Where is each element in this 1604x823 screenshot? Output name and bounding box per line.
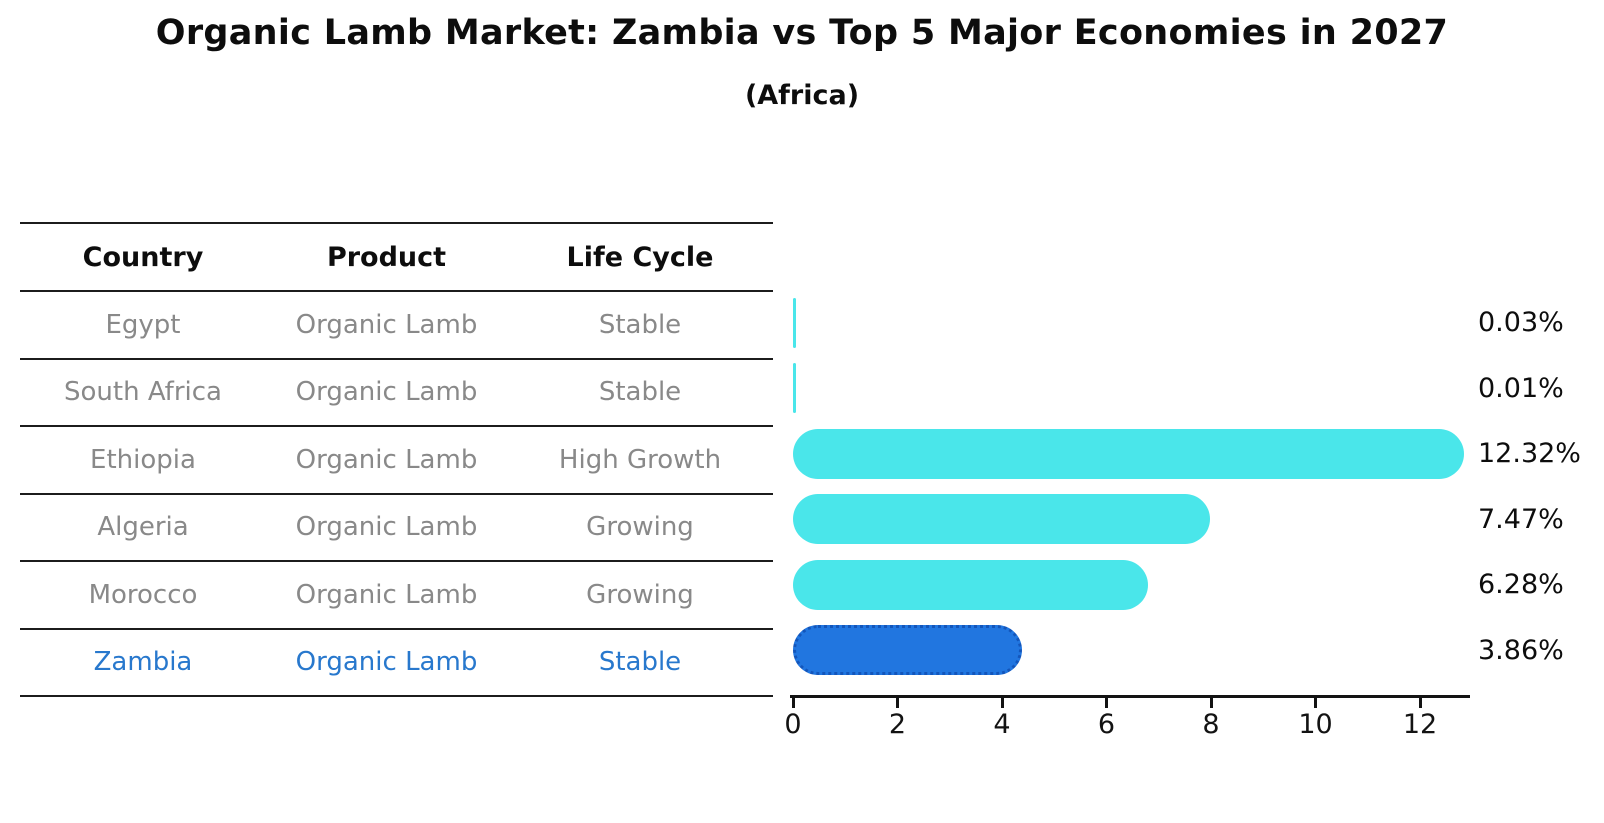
column-header-life-cycle: Life Cycle xyxy=(566,241,714,273)
bar xyxy=(793,559,1149,610)
cell-life-cycle: Growing xyxy=(586,512,694,543)
percent-label: 3.86% xyxy=(1478,634,1564,666)
percent-label: 7.47% xyxy=(1478,503,1564,535)
column-header-country: Country xyxy=(82,241,204,273)
bar xyxy=(793,363,796,414)
cell-product: Organic Lamb xyxy=(295,444,478,475)
cell-country: Zambia xyxy=(93,647,193,678)
table-row: Zambia Organic Lamb Stable xyxy=(20,630,773,697)
cell-product: Organic Lamb xyxy=(295,512,478,543)
x-tick-mark xyxy=(791,698,795,708)
cell-country: Algeria xyxy=(97,512,189,543)
table-body: Egypt Organic Lamb Stable South Africa O… xyxy=(20,292,773,697)
percent-label: 0.03% xyxy=(1478,307,1564,339)
cell-life-cycle: Stable xyxy=(598,377,682,408)
bar xyxy=(793,297,797,348)
x-tick-mark xyxy=(1209,698,1213,708)
x-tick-label: 10 xyxy=(1298,709,1333,740)
column-header-product: Product xyxy=(326,241,447,273)
bar xyxy=(793,494,1211,545)
cell-country: Ethiopia xyxy=(90,444,196,475)
table-row: South Africa Organic Lamb Stable xyxy=(20,360,773,427)
x-tick-label: 4 xyxy=(993,709,1011,740)
x-tick-label: 2 xyxy=(888,709,907,740)
table-row: Ethiopia Organic Lamb High Growth xyxy=(20,427,773,495)
cell-product: Organic Lamb xyxy=(295,309,478,340)
table-header-row: Country Product Life Cycle xyxy=(20,224,773,292)
x-tick-mark xyxy=(1105,698,1108,708)
cell-country: Egypt xyxy=(105,309,181,340)
cell-life-cycle: Stable xyxy=(598,647,682,678)
x-tick-mark xyxy=(896,698,899,708)
percent-label: 12.32% xyxy=(1478,438,1581,470)
cell-life-cycle: Growing xyxy=(586,579,694,610)
x-tick-mark xyxy=(1418,698,1422,708)
cell-product: Organic Lamb xyxy=(295,579,478,610)
chart-subtitle: (Africa) xyxy=(744,80,860,111)
x-tick-label: 0 xyxy=(784,709,802,740)
cell-country: Morocco xyxy=(88,579,198,610)
x-tick-mark xyxy=(1000,698,1004,708)
x-axis-line xyxy=(790,695,1470,698)
cell-life-cycle: High Growth xyxy=(558,444,722,475)
cell-product: Organic Lamb xyxy=(295,647,478,678)
table-row: Egypt Organic Lamb Stable xyxy=(20,292,773,360)
cell-life-cycle: Stable xyxy=(598,309,682,340)
percent-label: 0.01% xyxy=(1478,372,1564,404)
x-tick-label: 8 xyxy=(1202,709,1220,740)
x-tick-label: 6 xyxy=(1097,709,1116,740)
percent-label: 6.28% xyxy=(1478,569,1564,601)
chart-title: Organic Lamb Market: Zambia vs Top 5 Maj… xyxy=(155,13,1449,53)
cell-product: Organic Lamb xyxy=(295,377,478,408)
cell-country: South Africa xyxy=(64,377,222,408)
country-table: Country Product Life Cycle Egypt Organic… xyxy=(20,222,773,697)
bar xyxy=(793,428,1464,479)
x-tick-mark xyxy=(1314,698,1317,708)
bar xyxy=(793,625,1022,676)
table-row: Algeria Organic Lamb Growing xyxy=(20,495,773,562)
x-tick-label: 12 xyxy=(1402,709,1438,740)
table-row: Morocco Organic Lamb Growing xyxy=(20,562,773,630)
